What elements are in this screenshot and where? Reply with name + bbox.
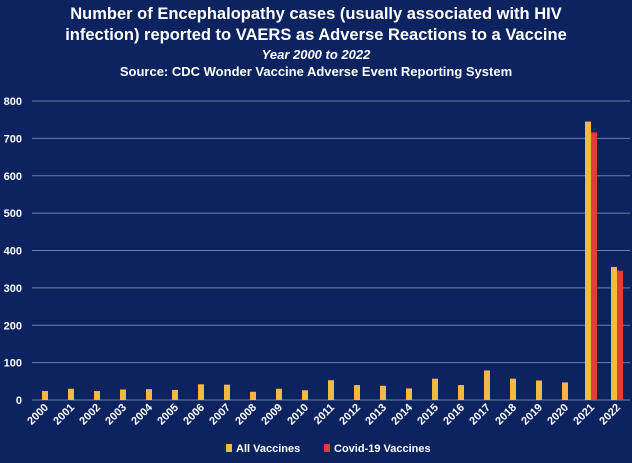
- bar-all-vaccines: [536, 380, 542, 400]
- bar-all-vaccines: [146, 389, 152, 400]
- bar-covid-vaccines: [591, 132, 597, 400]
- x-tick-label: 2008: [233, 402, 259, 428]
- bar-all-vaccines: [380, 385, 386, 400]
- bar-all-vaccines: [585, 121, 591, 401]
- x-tick-label: 2021: [571, 402, 597, 428]
- bar-all-vaccines: [120, 389, 126, 400]
- bar-all-vaccines: [42, 391, 48, 400]
- y-tick-label: 700: [4, 133, 22, 145]
- bar-all-vaccines: [354, 385, 360, 400]
- x-tick-label: 2017: [467, 402, 493, 428]
- y-tick-label: 0: [16, 395, 22, 407]
- bar-all-vaccines: [68, 388, 74, 400]
- legend-swatch-all-vaccines: [226, 444, 232, 452]
- bar-all-vaccines: [562, 382, 568, 400]
- x-tick-label: 2003: [103, 402, 129, 428]
- x-tick-label: 2009: [259, 402, 285, 428]
- y-tick-label: 600: [4, 171, 22, 183]
- x-tick-label: 2005: [155, 402, 181, 428]
- x-tick-label: 2020: [545, 402, 571, 428]
- chart-title-line-2: infection) reported to VAERS as Adverse …: [65, 26, 567, 44]
- x-tick-label: 2014: [389, 401, 415, 427]
- x-tick-label: 2001: [51, 402, 77, 428]
- x-tick-label: 2016: [441, 402, 467, 428]
- x-tick-label: 2019: [519, 402, 545, 428]
- bar-all-vaccines: [510, 378, 516, 400]
- y-tick-label: 200: [4, 320, 22, 332]
- y-tick-label: 100: [4, 358, 22, 370]
- x-tick-label: 2002: [77, 402, 103, 428]
- bar-all-vaccines: [484, 370, 490, 400]
- y-tick-label: 300: [4, 283, 22, 295]
- chart-title-line-1: Number of Encephalopathy cases (usually …: [70, 5, 562, 23]
- x-tick-label: 2011: [312, 402, 337, 427]
- legend-label-all-vaccines: All Vaccines: [236, 443, 300, 455]
- x-tick-label: 2018: [493, 402, 519, 428]
- x-tick-label: 2007: [207, 402, 233, 428]
- bar-covid-vaccines: [617, 270, 623, 400]
- bar-all-vaccines: [302, 390, 308, 400]
- y-tick-label: 500: [4, 208, 22, 220]
- legend-swatch-covid-vaccines: [324, 444, 330, 452]
- y-tick-label: 800: [4, 96, 22, 108]
- bar-all-vaccines: [458, 385, 464, 400]
- bar-all-vaccines: [250, 391, 256, 400]
- bar-all-vaccines: [432, 378, 438, 400]
- bar-all-vaccines: [94, 391, 100, 400]
- chart-titles: Number of Encephalopathy cases (usually …: [0, 4, 632, 80]
- legend-label-covid-vaccines: Covid-19 Vaccines: [334, 443, 431, 455]
- x-tick-label: 2015: [415, 402, 441, 428]
- bar-all-vaccines: [172, 389, 178, 400]
- y-tick-label: 400: [4, 246, 22, 258]
- bar-all-vaccines: [276, 388, 282, 400]
- bar-all-vaccines: [611, 266, 617, 400]
- bar-all-vaccines: [406, 388, 412, 400]
- chart-source: Source: CDC Wonder Vaccine Adverse Event…: [119, 64, 513, 79]
- chart-subtitle: Year 2000 to 2022: [261, 47, 371, 62]
- x-tick-label: 2012: [337, 402, 363, 428]
- bar-all-vaccines: [224, 384, 230, 400]
- x-tick-label: 2022: [597, 402, 623, 428]
- x-tick-label: 2006: [181, 402, 207, 428]
- x-tick-label: 2010: [285, 402, 311, 428]
- x-tick-label: 2000: [25, 402, 51, 428]
- x-tick-label: 2004: [129, 401, 155, 427]
- bar-all-vaccines: [198, 384, 204, 400]
- x-tick-label: 2013: [363, 402, 389, 428]
- bar-all-vaccines: [328, 380, 334, 400]
